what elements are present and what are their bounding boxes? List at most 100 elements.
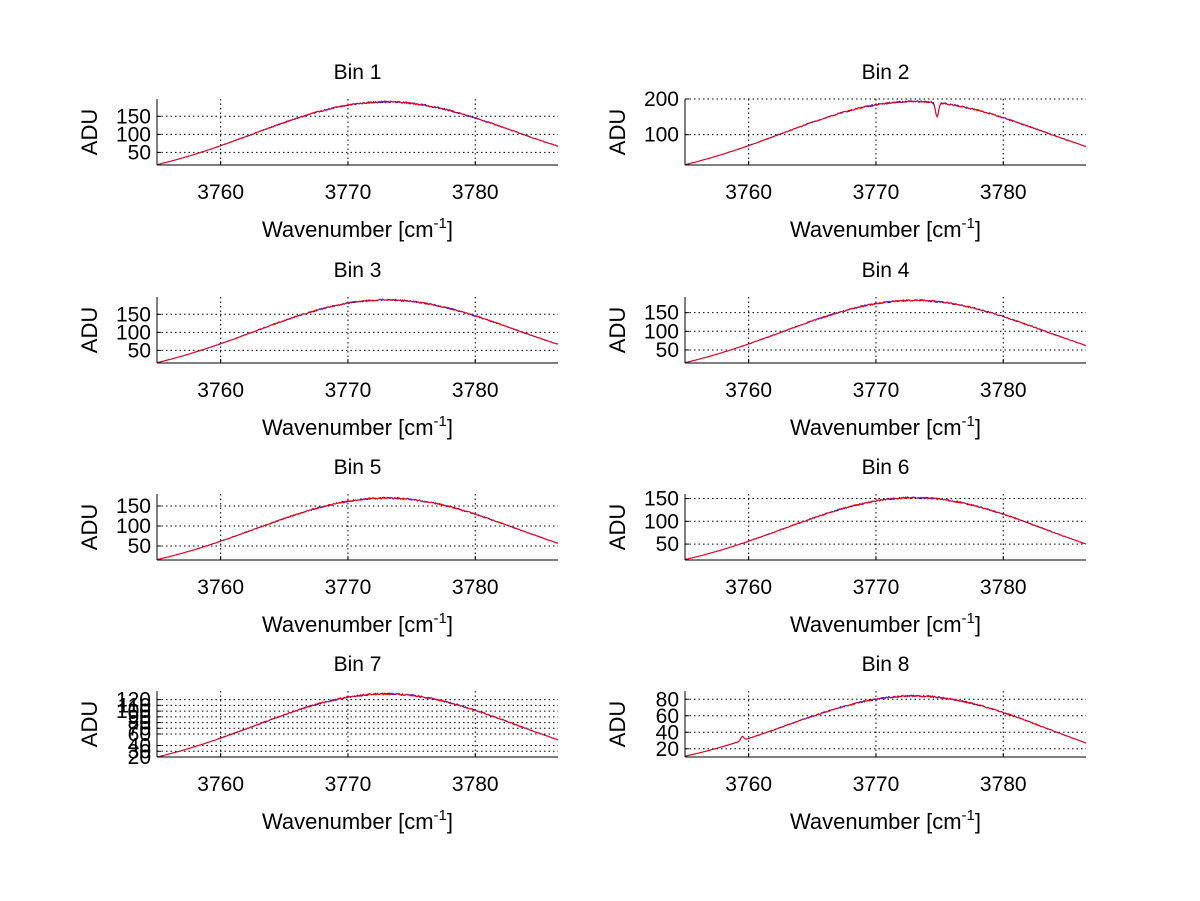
y-axis-label: ADU (605, 504, 630, 550)
y-tick-label: 30 (128, 740, 151, 763)
subplot-bin-2: Bin 2 3760 3770 3780 100 200 ADU Wavenumber [cm… (605, 61, 1087, 242)
y-axis-label: ADU (605, 701, 630, 747)
y-tick-label: 100 (116, 515, 151, 538)
y-tick-label: 20 (656, 738, 679, 761)
x-tick-label: 3780 (980, 181, 1027, 204)
x-tick-label: 3780 (980, 576, 1027, 599)
x-tick-label: 3760 (725, 773, 772, 796)
y-tick-label: 40 (656, 721, 679, 744)
x-axis-label: Wavenumber [cm-1] (790, 413, 981, 440)
x-axis-label: Wavenumber [cm-1] (262, 413, 453, 440)
x-axis-label: Wavenumber [cm-1] (790, 610, 981, 637)
y-tick-label: 150 (644, 302, 679, 325)
x-axis-label-superscript: -1 (962, 215, 975, 232)
x-tick-label: 3780 (452, 181, 499, 204)
trace-red (684, 496, 1087, 560)
y-axis-label: ADU (77, 307, 102, 353)
x-tick-label: 3760 (197, 773, 244, 796)
x-tick-label: 3770 (853, 181, 900, 204)
x-axis-label-end: ] (975, 809, 981, 834)
x-tick-label: 3780 (980, 773, 1027, 796)
y-tick-label: 150 (116, 105, 151, 128)
subplot-title: Bin 4 (862, 259, 910, 282)
x-tick-label: 3760 (725, 379, 772, 402)
y-tick-label: 100 (116, 700, 151, 723)
y-tick-label: 150 (116, 303, 151, 326)
y-tick-label: 110 (118, 694, 151, 717)
subplot-title: Bin 5 (334, 456, 382, 479)
x-axis-label: Wavenumber [cm-1] (790, 215, 981, 242)
x-axis-label: Wavenumber [cm-1] (262, 215, 453, 242)
y-tick-label: 80 (128, 712, 151, 735)
x-tick-label: 3760 (197, 181, 244, 204)
trace-red (684, 100, 1087, 166)
x-axis-label-main: Wavenumber [cm (790, 809, 962, 834)
x-tick-label: 3760 (197, 379, 244, 402)
subplot-title: Bin 6 (862, 456, 910, 479)
y-tick-label: 100 (644, 124, 679, 147)
x-tick-label: 3770 (325, 379, 372, 402)
y-tick-label: 50 (128, 535, 151, 558)
y-tick-label: 80 (656, 688, 679, 711)
y-tick-label: 50 (656, 339, 679, 362)
x-axis-label-main: Wavenumber [cm (262, 217, 434, 242)
x-axis-label-end: ] (975, 415, 981, 440)
x-tick-label: 3770 (325, 576, 372, 599)
subplot-title: Bin 1 (334, 61, 382, 84)
x-axis-label-main: Wavenumber [cm (790, 612, 962, 637)
x-tick-label: 3780 (452, 576, 499, 599)
subplot-title: Bin 7 (334, 653, 382, 676)
y-tick-label: 60 (656, 705, 679, 728)
y-axis-label: ADU (77, 109, 102, 155)
trace-red (156, 100, 559, 166)
y-tick-label: 150 (116, 495, 151, 518)
x-axis-label-end: ] (447, 415, 453, 440)
subplot-bin-7: Bin 7 3760 3770 3780 20304060708090100110120… (77, 653, 559, 834)
trace-red (156, 496, 559, 561)
y-tick-label: 120 (116, 689, 151, 712)
x-axis-label: Wavenumber [cm-1] (262, 807, 453, 834)
x-tick-label: 3780 (980, 379, 1027, 402)
y-axis-label: ADU (77, 701, 102, 747)
y-tick-label: 100 (116, 321, 151, 344)
trace-red (156, 692, 559, 758)
y-tick-label: 20 (128, 746, 151, 769)
y-tick-label: 50 (128, 141, 151, 164)
y-tick-label: 100 (644, 510, 679, 533)
x-tick-label: 3760 (725, 576, 772, 599)
x-axis-label: Wavenumber [cm-1] (262, 610, 453, 637)
x-tick-label: 3770 (853, 576, 900, 599)
x-axis-label-end: ] (975, 217, 981, 242)
y-tick-label: 100 (116, 123, 151, 146)
x-axis-label-main: Wavenumber [cm (262, 612, 434, 637)
y-tick-label: 40 (128, 735, 151, 758)
x-axis-label-end: ] (447, 809, 453, 834)
x-axis-label-end: ] (975, 612, 981, 637)
y-tick-label: 50 (128, 339, 151, 362)
x-tick-label: 3780 (452, 379, 499, 402)
x-tick-label: 3760 (725, 181, 772, 204)
x-axis-label-superscript: -1 (962, 610, 975, 627)
x-tick-label: 3760 (197, 576, 244, 599)
x-axis-label-superscript: -1 (434, 413, 447, 430)
x-axis-label-end: ] (447, 612, 453, 637)
x-tick-label: 3770 (325, 181, 372, 204)
x-tick-label: 3770 (325, 773, 372, 796)
x-axis-label-superscript: -1 (962, 413, 975, 430)
trace-red (156, 298, 559, 364)
x-axis-label-main: Wavenumber [cm (790, 415, 962, 440)
y-axis-label: ADU (605, 109, 630, 155)
x-axis-label-main: Wavenumber [cm (262, 809, 434, 834)
trace-red (684, 694, 1087, 757)
x-axis-label-superscript: -1 (434, 215, 447, 232)
x-axis-label-end: ] (447, 217, 453, 242)
